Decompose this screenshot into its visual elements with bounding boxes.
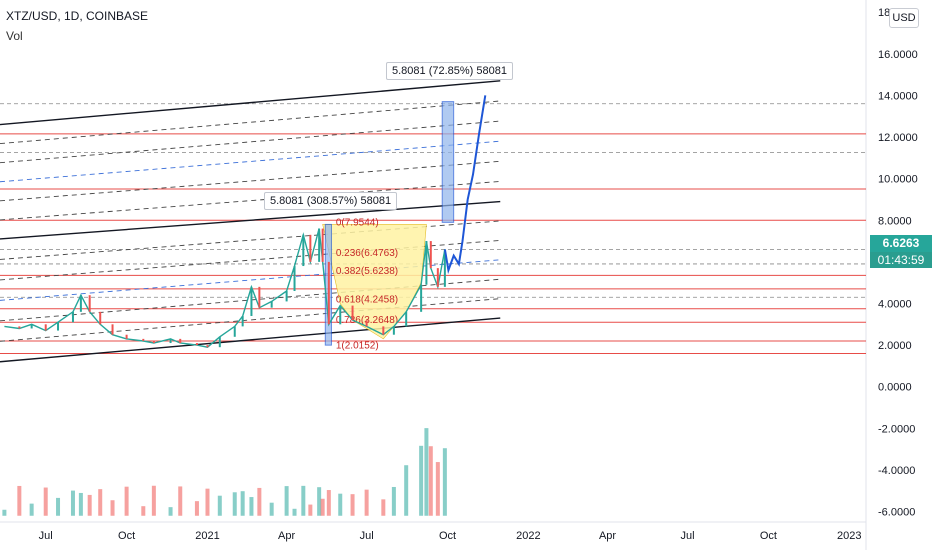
- measure-label-lower[interactable]: 5.8081 (308.57%) 58081: [264, 192, 398, 210]
- channel-dashed-line: [0, 100, 501, 145]
- volume-bar: [124, 486, 129, 516]
- y-tick-label: 4.0000: [878, 298, 912, 310]
- x-tick-label: 2023: [837, 530, 861, 542]
- volume-bar: [308, 504, 313, 516]
- volume-bar: [284, 486, 289, 516]
- channel-dashed-line: [0, 160, 501, 202]
- volume-bar: [56, 497, 61, 516]
- volume-bar: [205, 488, 210, 516]
- volume-bar: [404, 465, 409, 516]
- volume-bar: [442, 448, 447, 516]
- projection-line: [443, 95, 487, 275]
- x-tick-label: Jul: [680, 530, 694, 542]
- fib-level-label: 0.618(4.2458): [336, 294, 398, 305]
- y-tick-label: 14.0000: [878, 90, 918, 102]
- y-tick-label: 12.0000: [878, 132, 918, 144]
- fib-level-label: 0(7.9544): [336, 217, 379, 228]
- volume-bar: [217, 495, 222, 516]
- volume-bar: [178, 486, 183, 516]
- channel-dashed-line: [0, 140, 501, 183]
- channel-dashed-line: [0, 278, 501, 322]
- volume-bar: [257, 487, 262, 516]
- x-tick-label: Jul: [39, 530, 53, 542]
- volume-bar: [435, 462, 440, 516]
- symbol-title[interactable]: XTZ/USD, 1D, COINBASE: [6, 9, 149, 23]
- volume-bar: [78, 492, 83, 516]
- y-tick-label: 16.0000: [878, 49, 918, 61]
- volume-bar: [110, 500, 115, 516]
- volume-bar: [391, 486, 396, 516]
- x-tick-label: Jul: [360, 530, 374, 542]
- bar-countdown: 01:43:59: [870, 252, 932, 268]
- volume-bar: [29, 503, 34, 516]
- volume-bar: [301, 485, 306, 516]
- volume-bar: [292, 508, 297, 516]
- last-price-badge: 6.6263: [870, 235, 932, 252]
- volume-bar: [232, 492, 237, 516]
- volume-bar: [350, 494, 355, 516]
- y-tick-label: 0.0000: [878, 382, 912, 394]
- volume-bar: [338, 493, 343, 516]
- volume-bar: [70, 490, 75, 516]
- volume-bar: [168, 507, 173, 516]
- x-tick-label: Oct: [439, 530, 456, 542]
- channel-dashed-line: [0, 259, 501, 301]
- volume-bar: [2, 509, 7, 516]
- volume-indicator-label[interactable]: Vol: [6, 29, 23, 43]
- volume-bar: [151, 485, 156, 516]
- x-tick-label: Apr: [278, 530, 295, 542]
- currency-button[interactable]: USD: [889, 8, 919, 28]
- volume-bar: [240, 491, 245, 516]
- x-tick-label: 2021: [195, 530, 219, 542]
- volume-bar: [317, 487, 322, 516]
- y-tick-label: -6.0000: [878, 507, 915, 519]
- channel-dashed-line: [0, 120, 501, 164]
- channel-upper-line: [0, 80, 501, 126]
- y-tick-label: -2.0000: [878, 423, 915, 435]
- fib-level-label: 1(2.0152): [336, 341, 379, 352]
- y-tick-label: -4.0000: [878, 465, 915, 477]
- volume-bar: [17, 485, 22, 516]
- volume-bar: [43, 487, 48, 516]
- volume-bar: [419, 445, 424, 516]
- volume-bar: [87, 494, 92, 516]
- volume-bar: [320, 498, 325, 516]
- y-tick-label: 10.0000: [878, 174, 918, 186]
- volume-bar: [194, 501, 199, 516]
- channel-dashed-line: [0, 298, 501, 342]
- y-tick-label: 8.0000: [878, 215, 912, 227]
- x-tick-label: Oct: [118, 530, 135, 542]
- cup-pattern-fill: [322, 224, 427, 340]
- x-tick-label: Apr: [599, 530, 616, 542]
- volume-bar: [428, 446, 433, 516]
- y-tick-label: 2.0000: [878, 340, 912, 352]
- channel-dashed-line: [0, 180, 501, 221]
- fib-level-label: 0.382(5.6238): [336, 266, 398, 277]
- volume-bar: [98, 489, 103, 516]
- volume-bar: [249, 497, 254, 516]
- channel-lower-line: [0, 317, 501, 363]
- measure-label-upper[interactable]: 5.8081 (72.85%) 58081: [386, 62, 513, 80]
- volume-bar: [141, 506, 146, 516]
- x-tick-label: 2022: [516, 530, 540, 542]
- volume-bar: [364, 489, 369, 516]
- volume-bar: [326, 490, 331, 516]
- volume-bar: [269, 502, 274, 516]
- fib-level-label: 0.236(6.4763): [336, 248, 398, 259]
- channel-middle-line: [0, 200, 501, 240]
- volume-bar: [381, 499, 386, 516]
- x-tick-label: Oct: [760, 530, 777, 542]
- measure-box-upper: [441, 101, 455, 223]
- volume-bar: [424, 428, 429, 516]
